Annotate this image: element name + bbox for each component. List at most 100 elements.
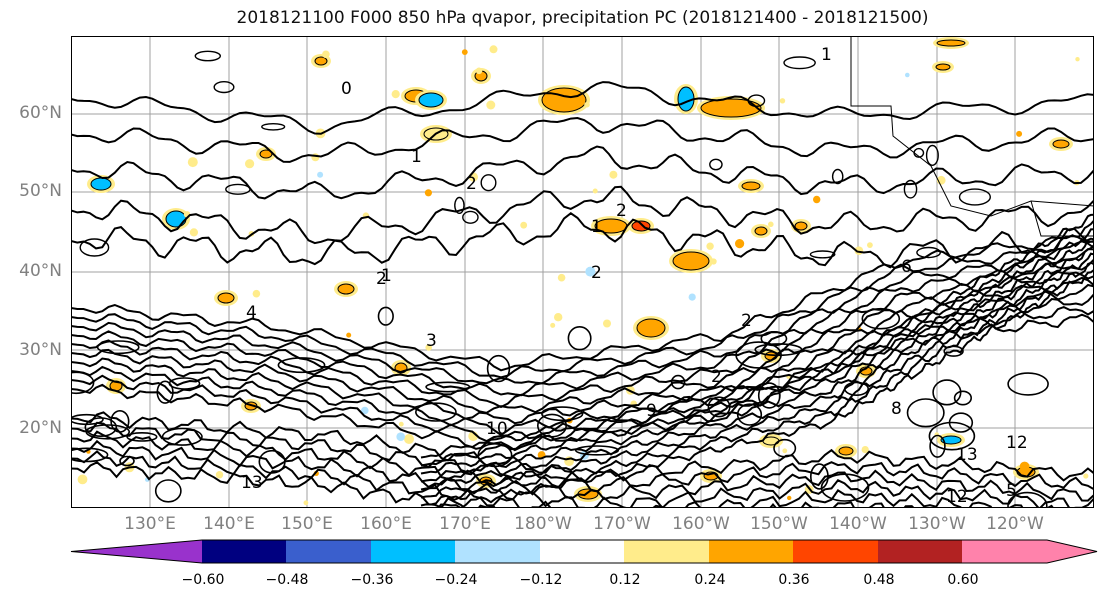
shade-speck [867,242,873,249]
shade-speck [404,434,414,444]
shade-blob [940,435,962,445]
contour-line [71,270,1094,409]
shade-blob [90,177,112,191]
contour-loop [1007,491,1048,508]
colorbar-outline [70,539,1098,564]
shade-speck [609,170,618,179]
shade-speck [398,421,404,427]
lon-label: 160°W [672,514,730,534]
contour-loop [932,379,962,406]
contour-line [71,248,1094,385]
contour-loop [754,343,803,357]
contour-loop [425,381,471,393]
lat-label: 60°N [19,103,62,123]
contour-line [71,235,1094,372]
contour-loop [71,413,104,426]
map-title: 2018121100 F000 850 hPa qvapor, precipit… [236,8,929,28]
contour-label: 5 [1006,481,1017,501]
colorbar-tick-label: −0.36 [350,572,394,588]
lon-label: 160°E [360,514,412,534]
lon-label: 180°W [514,514,572,534]
lat-label: 30°N [19,340,62,360]
shade-speck [489,45,498,54]
shade-speck [252,289,261,298]
shade-speck [322,50,330,59]
contour-loop [261,123,286,131]
shade-speck [557,273,566,282]
shade-blob [418,92,444,108]
colorbar-tick-label: 0.60 [947,572,979,588]
contour-loop [377,306,394,326]
contour-loop [670,374,686,390]
shade-speck [520,221,528,229]
lon-label: 130°W [908,514,966,534]
shade-speck [787,495,792,501]
contour-loop [213,80,235,94]
contour-loop [906,398,945,428]
shade-speck [187,157,198,168]
shade-blob [672,251,710,271]
contour-loop [414,402,457,422]
contour-label: 2 [591,263,602,283]
contour-loop [480,174,497,192]
colorbar-tick-label: −0.60 [181,572,225,588]
shade-speck [603,319,611,328]
shade-speck [779,98,786,104]
contour-line [71,276,1094,414]
contour-loop [757,382,781,409]
lon-label: 140°E [203,514,255,534]
coastline [850,36,1094,217]
shade-speck [813,195,821,204]
lon-label: 150°E [281,514,333,534]
shade-speck [768,221,774,228]
colorbar-tick-label: −0.24 [434,572,478,588]
contour-loop [810,463,829,490]
contour-loop [194,50,222,62]
lon-label: 130°E [124,514,176,534]
shade-speck [361,406,369,415]
border-line [1030,200,1094,237]
contour-line [420,252,1094,499]
shade-speck [391,90,400,99]
colorbar-segment [962,540,1047,563]
contour-loop [958,188,991,206]
contour-line [420,219,1094,467]
colorbar-tick-label: 0.12 [609,572,641,588]
shade-speck [245,159,255,169]
colorbar-tick-label: −0.12 [519,572,563,588]
colorbar-tick-label: 0.48 [863,572,895,588]
shade-speck [706,242,714,250]
contour-label: 8 [891,399,902,419]
contour-label: 9 [646,401,657,421]
contour-loop [536,413,567,438]
contour-loop [903,179,918,199]
shade-blob [1052,139,1070,149]
shade-speck [1075,57,1080,62]
colorbar-extend-low [71,540,202,563]
contour-loop [567,326,592,351]
contour-loop [928,421,976,451]
shade-blob [541,87,587,113]
contour-loop [225,183,251,195]
contour-loop [783,56,816,70]
contour-loop [110,409,130,433]
contour-label: 12 [946,487,968,507]
map-frame [71,36,1094,508]
contour-line [71,116,1094,163]
shade-blob [741,181,761,191]
contour-label: 1 [591,217,602,237]
contour-loop [916,246,941,259]
colorbar-segment [371,540,455,563]
contour-line [420,244,1094,491]
colorbar-segment [878,540,962,563]
contour-loop [277,357,326,374]
contour-loop [541,406,584,422]
contour-loop [747,94,766,107]
contour-label: 0 [341,79,352,99]
lat-label: 40°N [19,261,62,281]
shade-speck [688,293,696,301]
shade-speck [396,432,406,442]
shade-speck [189,228,198,237]
contour-loop [454,196,465,215]
contour-loop [486,354,511,383]
